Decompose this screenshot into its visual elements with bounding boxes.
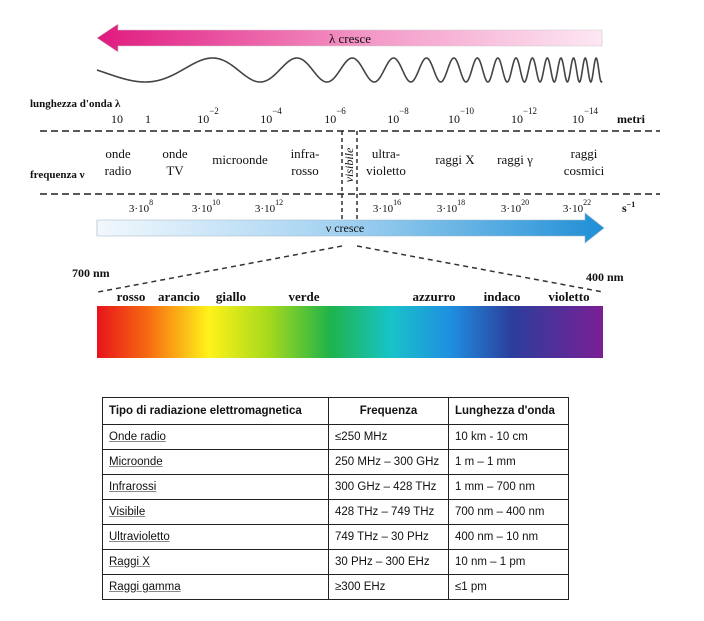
- wavelength-unit: metri: [617, 112, 646, 126]
- cell-tipo[interactable]: Visibile: [102, 499, 329, 525]
- cell-lunghezza: 10 nm – 1 pm: [448, 549, 569, 575]
- table-row: Microonde 250 MHz – 300 GHz 1 m – 1 mm: [102, 449, 569, 475]
- wavelength-tick-4: 10−6: [324, 106, 346, 126]
- radiation-table-container: Tipo di radiazione elettromagnetica Freq…: [102, 397, 569, 600]
- color-name-rosso: rosso: [117, 289, 146, 304]
- cell-lunghezza: 1 m – 1 mm: [448, 449, 569, 475]
- color-name-violetto: violetto: [548, 289, 589, 304]
- frequency-tick-0: 3·108: [129, 198, 153, 215]
- table-header-row: Tipo di radiazione elettromagnetica Freq…: [102, 397, 569, 425]
- cell-tipo[interactable]: Ultravioletto: [102, 524, 329, 550]
- radiation-type-link[interactable]: Raggi X: [109, 556, 150, 568]
- cell-lunghezza: 1 mm – 700 nm: [448, 474, 569, 500]
- table-row: Raggi gamma ≥300 EHz ≤1 pm: [102, 574, 569, 600]
- wavelength-tick-3: 10−4: [260, 106, 282, 126]
- frequency-increases-arrow: ν cresce: [96, 212, 605, 244]
- radiation-type-link[interactable]: Raggi gamma: [109, 581, 181, 593]
- frequency-tick-2: 3·1012: [255, 198, 283, 215]
- region-label-5: raggi X: [435, 152, 475, 167]
- header-frequenza: Frequenza: [328, 397, 449, 425]
- radiation-type-link[interactable]: Infrarossi: [109, 481, 157, 493]
- lambda-arrow-label: λ cresce: [329, 31, 371, 46]
- table-row: Visibile 428 THz – 749 THz 700 nm – 400 nm: [102, 499, 569, 525]
- visible-color-bar: [97, 306, 603, 358]
- wavelength-tick-8: 10−14: [572, 106, 599, 126]
- frequency-unit: s−1: [622, 200, 635, 215]
- cell-frequenza: 30 PHz – 300 EHz: [328, 549, 449, 575]
- color-name-giallo: giallo: [216, 289, 246, 304]
- visible-color-names: rosso arancio giallo verde azzurro indaco viol…: [117, 289, 590, 304]
- frequency-tick-labels: 3·108 3·1010 3·1012 3·1016 3·1018 3·1020 3·102…: [129, 198, 591, 215]
- cell-tipo[interactable]: Onde radio: [102, 424, 329, 450]
- table-row: Raggi X 30 PHz – 300 EHz 10 nm – 1 pm: [102, 549, 569, 575]
- wavelength-tick-6: 10−10: [448, 106, 475, 126]
- header-tipo: Tipo di radiazione elettromagnetica: [102, 397, 329, 425]
- frequency-tick-5: 3·1020: [501, 198, 529, 215]
- visible-zoom-lines: [97, 245, 604, 293]
- color-name-arancio: arancio: [158, 289, 200, 304]
- frequency-tick-3: 3·1016: [373, 198, 401, 215]
- cell-frequenza: 250 MHz – 300 GHz: [328, 449, 449, 475]
- cell-frequenza: ≥300 EHz: [328, 574, 449, 600]
- wavelength-tick-0: 10: [111, 112, 123, 126]
- cell-lunghezza: 400 nm – 10 nm: [448, 524, 569, 550]
- table-row: Infrarossi 300 GHz – 428 THz 1 mm – 700 nm: [102, 474, 569, 500]
- cell-frequenza: 428 THz – 749 THz: [328, 499, 449, 525]
- visible-label: visibile: [342, 147, 356, 182]
- cell-tipo[interactable]: Raggi X: [102, 549, 329, 575]
- cell-frequenza: 300 GHz – 428 THz: [328, 474, 449, 500]
- wavelength-tick-2: 10−2: [197, 106, 219, 126]
- wavelength-tick-1: 1: [145, 112, 151, 126]
- wavelength-axis-label: lunghezza d'onda λ: [30, 98, 121, 110]
- wavelength-tick-7: 10−12: [511, 106, 537, 126]
- table-row: Ultravioletto 749 THz – 30 PHz 400 nm – 10…: [102, 524, 569, 550]
- cell-tipo[interactable]: Microonde: [102, 449, 329, 475]
- radiation-type-link[interactable]: Ultravioletto: [109, 531, 170, 543]
- cell-tipo[interactable]: Raggi gamma: [102, 574, 329, 600]
- region-label-1: onde TV: [162, 146, 188, 178]
- region-label-6: raggi γ: [497, 152, 533, 167]
- cell-lunghezza: 10 km - 10 cm: [448, 424, 569, 450]
- lambda-increases-arrow: λ cresce: [96, 23, 603, 53]
- radiation-type-link[interactable]: Microonde: [109, 456, 163, 468]
- em-spectrum-diagram: λ cresce lunghezza d'onda λ 10 1 10−210−41…: [30, 23, 660, 358]
- frequency-tick-4: 3·1018: [437, 198, 465, 215]
- cell-tipo[interactable]: Infrarossi: [102, 474, 329, 500]
- cell-frequenza: ≤250 MHz: [328, 424, 449, 450]
- cell-lunghezza: 700 nm – 400 nm: [448, 499, 569, 525]
- radiation-type-link[interactable]: Visibile: [109, 506, 146, 518]
- region-label-7: raggi cosmici: [564, 146, 605, 178]
- visible-end-wavelength: 400 nm: [586, 270, 624, 284]
- frequency-axis-label: frequenza ν: [30, 169, 85, 181]
- radiation-type-link[interactable]: Onde radio: [109, 431, 166, 443]
- region-label-2: microonde: [212, 152, 268, 167]
- wavelength-tick-5: 10−8: [387, 106, 409, 126]
- color-name-verde: verde: [288, 289, 319, 304]
- header-lunghezza: Lunghezza d'onda: [448, 397, 569, 425]
- cell-lunghezza: ≤1 pm: [448, 574, 569, 600]
- spectrum-regions: onde radio onde TV microonde infra-rosso ultra…: [105, 146, 605, 178]
- visible-region-marker: visibile: [341, 131, 358, 226]
- color-name-azzurro: azzurro: [412, 289, 455, 304]
- nu-arrow-label: ν cresce: [326, 221, 364, 235]
- color-name-indaco: indaco: [484, 289, 521, 304]
- frequency-tick-6: 3·1022: [563, 198, 591, 215]
- region-label-4: ultra-violetto: [366, 146, 406, 178]
- cell-frequenza: 749 THz – 30 PHz: [328, 524, 449, 550]
- wavelength-tick-labels: 10 1 10−2 10−4 10−6 10−8 10−10 10−12 10−14: [111, 106, 599, 126]
- frequency-tick-1: 3·1010: [192, 198, 220, 215]
- region-label-0: onde radio: [105, 146, 132, 178]
- table-row: Onde radio ≤250 MHz 10 km - 10 cm: [102, 424, 569, 450]
- radiation-table: Tipo di radiazione elettromagnetica Freq…: [102, 397, 569, 600]
- svg-text:s−1: s−1: [622, 200, 635, 215]
- visible-start-wavelength: 700 nm: [72, 266, 110, 280]
- wave-icon: [96, 56, 603, 84]
- region-label-3: infra-rosso: [291, 146, 320, 178]
